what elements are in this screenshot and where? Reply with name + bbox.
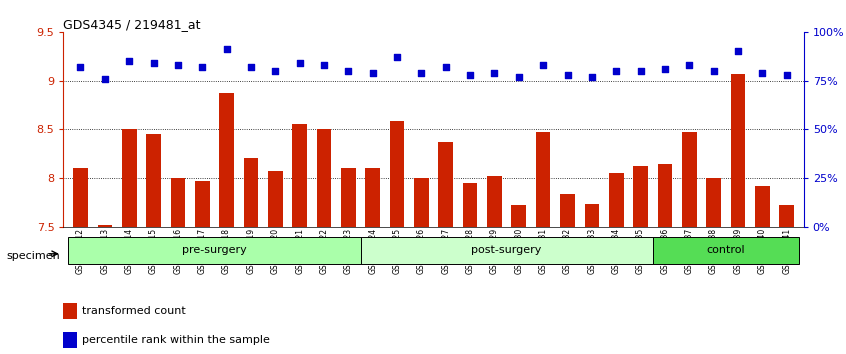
Bar bbox=[195, 181, 210, 227]
Text: post-surgery: post-surgery bbox=[471, 245, 541, 256]
Bar bbox=[97, 225, 113, 227]
Bar bbox=[755, 185, 770, 227]
Point bbox=[487, 70, 501, 76]
Point bbox=[171, 62, 184, 68]
Bar bbox=[74, 168, 88, 227]
Point bbox=[366, 70, 380, 76]
Bar bbox=[122, 129, 136, 227]
Point bbox=[707, 68, 721, 74]
Bar bbox=[293, 124, 307, 227]
Bar bbox=[316, 129, 332, 227]
Point bbox=[609, 68, 623, 74]
FancyBboxPatch shape bbox=[69, 237, 360, 264]
Bar bbox=[438, 142, 453, 227]
Bar bbox=[536, 132, 551, 227]
Point bbox=[464, 72, 477, 78]
Bar bbox=[463, 183, 477, 227]
Point bbox=[317, 62, 331, 68]
Point bbox=[244, 64, 258, 70]
Point bbox=[293, 60, 306, 66]
Point bbox=[123, 58, 136, 64]
Bar bbox=[682, 132, 696, 227]
Text: specimen: specimen bbox=[7, 251, 61, 261]
Point bbox=[439, 64, 453, 70]
Point bbox=[634, 68, 647, 74]
Bar bbox=[268, 171, 283, 227]
Bar bbox=[219, 93, 233, 227]
Bar bbox=[487, 176, 502, 227]
Point bbox=[561, 72, 574, 78]
Bar bbox=[171, 178, 185, 227]
Point bbox=[585, 74, 599, 80]
Bar bbox=[390, 121, 404, 227]
FancyBboxPatch shape bbox=[360, 237, 653, 264]
Point bbox=[731, 48, 744, 54]
Bar bbox=[512, 205, 526, 227]
Bar bbox=[585, 204, 599, 227]
Bar bbox=[609, 173, 624, 227]
Bar bbox=[146, 134, 161, 227]
Point bbox=[74, 64, 87, 70]
Point bbox=[268, 68, 282, 74]
Text: GDS4345 / 219481_at: GDS4345 / 219481_at bbox=[63, 18, 201, 31]
Point bbox=[98, 76, 112, 81]
Text: percentile rank within the sample: percentile rank within the sample bbox=[82, 335, 270, 345]
Point bbox=[683, 62, 696, 68]
Point bbox=[536, 62, 550, 68]
Point bbox=[415, 70, 428, 76]
Point bbox=[342, 68, 355, 74]
Bar bbox=[63, 332, 77, 348]
Point bbox=[220, 47, 233, 52]
Bar bbox=[341, 168, 355, 227]
Text: control: control bbox=[706, 245, 745, 256]
Point bbox=[512, 74, 525, 80]
Bar bbox=[244, 159, 258, 227]
Point bbox=[195, 64, 209, 70]
Bar bbox=[634, 166, 648, 227]
Point bbox=[658, 66, 672, 72]
Bar bbox=[365, 168, 380, 227]
Bar bbox=[63, 303, 77, 319]
Point bbox=[755, 70, 769, 76]
Bar bbox=[706, 178, 721, 227]
Bar bbox=[414, 178, 429, 227]
Text: pre-surgery: pre-surgery bbox=[182, 245, 247, 256]
Point bbox=[780, 72, 794, 78]
FancyBboxPatch shape bbox=[653, 237, 799, 264]
Bar bbox=[657, 164, 673, 227]
Bar bbox=[779, 205, 794, 227]
Point bbox=[146, 60, 160, 66]
Bar bbox=[731, 74, 745, 227]
Text: transformed count: transformed count bbox=[82, 306, 186, 316]
Point bbox=[390, 55, 404, 60]
Bar bbox=[560, 194, 574, 227]
